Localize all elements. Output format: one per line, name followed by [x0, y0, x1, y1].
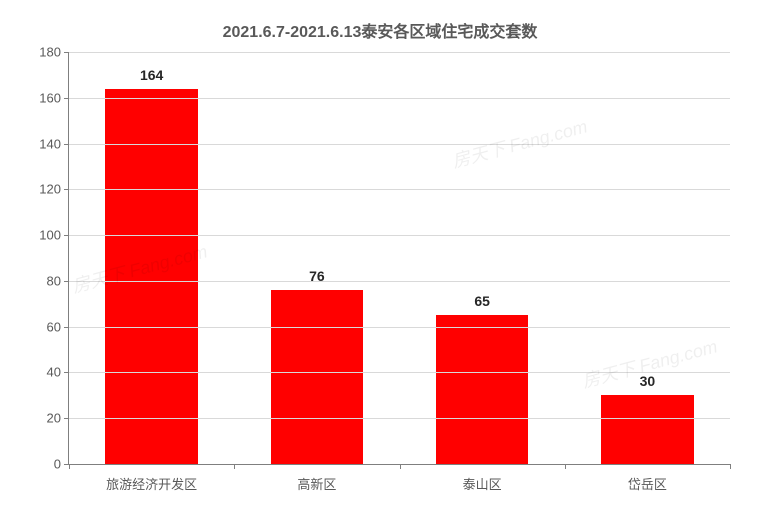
gridline — [69, 418, 730, 419]
x-tick-label: 岱岳区 — [628, 474, 667, 493]
gridline — [69, 189, 730, 190]
bar — [601, 395, 694, 464]
x-tick-mark — [730, 464, 731, 469]
y-tick-mark — [64, 372, 69, 373]
bar — [105, 89, 198, 464]
bar-slot: 76高新区 — [234, 52, 399, 464]
gridline — [69, 327, 730, 328]
y-tick-label: 120 — [39, 182, 61, 197]
x-tick-label: 旅游经济开发区 — [106, 474, 197, 493]
bar-slot: 65泰山区 — [400, 52, 565, 464]
gridline — [69, 52, 730, 53]
bar-slot: 164旅游经济开发区 — [69, 52, 234, 464]
bar-value-label: 30 — [640, 373, 656, 389]
y-tick-mark — [64, 327, 69, 328]
y-tick-label: 100 — [39, 228, 61, 243]
y-tick-mark — [64, 98, 69, 99]
y-tick-mark — [64, 189, 69, 190]
bar-chart: 2021.6.7-2021.6.13泰安各区域住宅成交套数 164旅游经济开发区… — [0, 0, 760, 510]
y-tick-label: 160 — [39, 90, 61, 105]
y-tick-label: 0 — [54, 457, 61, 472]
y-tick-label: 60 — [47, 319, 61, 334]
bars-region: 164旅游经济开发区76高新区65泰山区30岱岳区 — [69, 52, 730, 464]
bar — [436, 315, 529, 464]
y-tick-mark — [64, 52, 69, 53]
x-tick-mark — [400, 464, 401, 469]
y-tick-label: 40 — [47, 365, 61, 380]
x-tick-mark — [234, 464, 235, 469]
y-tick-mark — [64, 418, 69, 419]
bar-value-label: 164 — [140, 67, 163, 83]
gridline — [69, 372, 730, 373]
x-tick-label: 泰山区 — [463, 474, 502, 493]
plot-area: 164旅游经济开发区76高新区65泰山区30岱岳区 02040608010012… — [68, 52, 730, 465]
gridline — [69, 144, 730, 145]
bar — [271, 290, 364, 464]
gridline — [69, 281, 730, 282]
gridline — [69, 235, 730, 236]
bar-value-label: 65 — [474, 293, 490, 309]
y-tick-mark — [64, 144, 69, 145]
chart-title: 2021.6.7-2021.6.13泰安各区域住宅成交套数 — [0, 0, 760, 52]
x-tick-label: 高新区 — [297, 474, 336, 493]
x-tick-mark — [69, 464, 70, 469]
y-tick-label: 140 — [39, 136, 61, 151]
gridline — [69, 98, 730, 99]
y-tick-mark — [64, 235, 69, 236]
y-tick-label: 180 — [39, 45, 61, 60]
y-tick-label: 80 — [47, 273, 61, 288]
bar-slot: 30岱岳区 — [565, 52, 730, 464]
y-tick-mark — [64, 281, 69, 282]
y-tick-label: 20 — [47, 411, 61, 426]
x-tick-mark — [565, 464, 566, 469]
